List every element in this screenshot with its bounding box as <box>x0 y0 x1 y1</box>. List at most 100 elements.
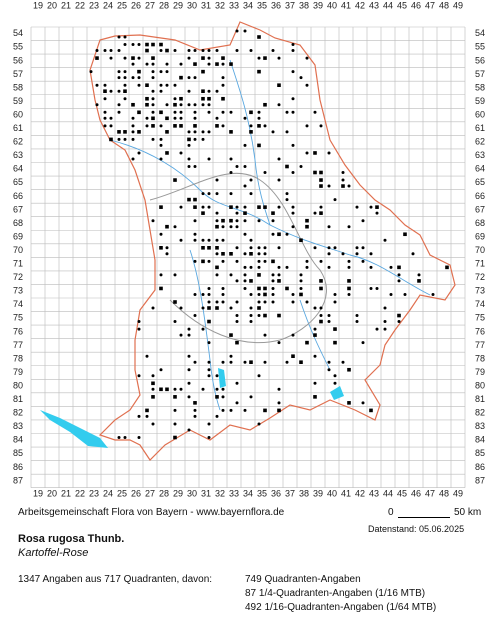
occurrence-square <box>397 265 401 270</box>
row-label: 82 <box>13 408 23 418</box>
occurrence-dot <box>159 232 163 236</box>
occurrence-dot <box>369 265 373 269</box>
row-label: 79 <box>475 367 485 377</box>
occurrence-dot <box>187 143 191 147</box>
occurrence-dot <box>187 49 191 53</box>
row-label: 65 <box>13 177 23 187</box>
occurrence-dot <box>131 137 135 141</box>
column-label: 31 <box>201 488 211 498</box>
occurrence-square <box>109 137 113 142</box>
occurrence-square <box>221 56 225 60</box>
occurrence-dot <box>215 49 219 53</box>
summary: 1347 Angaben aus 717 Quadranten, davon: <box>18 574 213 585</box>
occurrence-dot <box>173 225 177 229</box>
occurrence-dot <box>103 116 107 120</box>
occurrence-dot <box>319 314 323 318</box>
occurrence-square <box>285 286 289 291</box>
occurrence-dot <box>341 171 345 174</box>
occurrence-dot <box>207 286 211 290</box>
occurrence-square <box>215 265 219 270</box>
occurrence-dot <box>207 157 211 161</box>
occurrence-dot <box>151 306 155 310</box>
column-label: 29 <box>173 488 183 498</box>
row-label: 65 <box>475 177 485 187</box>
occurrence-dot <box>257 110 261 114</box>
row-label: 64 <box>13 164 23 174</box>
occurrence-dot <box>215 414 219 418</box>
occurrence-dot <box>123 436 127 439</box>
occurrence-dot <box>187 354 191 358</box>
occurrence-dot <box>179 333 183 337</box>
occurrence-dot <box>215 89 219 93</box>
occurrence-dot <box>173 49 177 53</box>
occurrence-square <box>215 395 219 399</box>
occurrence-dot <box>277 273 281 277</box>
breakdown-item: 749 Quadranten-Angaben <box>245 574 361 585</box>
occurrence-dot <box>109 49 113 53</box>
data-date: Datenstand: 05.06.2025 <box>368 524 465 534</box>
occurrence-square <box>417 279 421 283</box>
occurrence-dot <box>243 205 247 209</box>
occurrence-dot <box>285 360 289 364</box>
occurrence-square <box>319 184 323 188</box>
occurrence-dot <box>243 279 247 283</box>
occurrence-dot <box>229 225 233 229</box>
occurrence-dot <box>117 137 121 141</box>
occurrence-square <box>319 178 323 182</box>
occurrence-square <box>131 56 135 60</box>
occurrence-dot <box>417 273 421 277</box>
occurrence-dot <box>201 137 205 141</box>
occurrence-dot <box>95 49 99 53</box>
column-label: 19 <box>33 0 43 10</box>
row-label: 72 <box>475 272 485 282</box>
occurrence-dot <box>271 49 275 53</box>
occurrence-square <box>263 102 267 107</box>
occurrence-square <box>277 83 281 87</box>
scale-bar <box>398 517 450 518</box>
row-label: 68 <box>475 218 485 228</box>
occurrence-square <box>145 102 149 107</box>
occurrence-dot <box>291 143 295 147</box>
occurrence-dot <box>263 333 267 337</box>
occurrence-dot <box>327 320 331 324</box>
occurrence-dot <box>383 306 387 310</box>
occurrence-dot <box>221 360 225 364</box>
occurrence-dot <box>207 436 211 439</box>
row-label: 59 <box>13 96 23 106</box>
occurrence-dot <box>201 327 205 331</box>
row-label: 56 <box>475 55 485 65</box>
occurrence-square <box>151 42 155 47</box>
occurrence-dot <box>187 157 191 161</box>
occurrence-dot <box>109 116 113 120</box>
occurrence-dot <box>151 70 155 74</box>
occurrence-dot <box>235 381 239 385</box>
occurrence-dot <box>313 110 317 114</box>
occurrence-dot <box>221 124 225 128</box>
occurrence-dot <box>215 238 219 242</box>
column-label: 45 <box>397 0 407 10</box>
occurrence-dot <box>201 130 205 134</box>
occurrence-square <box>95 56 99 60</box>
occurrence-square <box>403 232 407 237</box>
occurrence-dot <box>215 192 219 196</box>
occurrence-dot <box>257 374 261 378</box>
river <box>229 59 271 226</box>
occurrence-dot <box>221 62 225 66</box>
occurrence-dot <box>235 279 239 283</box>
occurrence-dot <box>313 381 317 385</box>
occurrence-dot <box>95 103 99 107</box>
occurrence-dot <box>403 292 407 296</box>
occurrence-dot <box>243 265 247 269</box>
column-label: 44 <box>383 0 393 10</box>
occurrence-square <box>319 279 323 283</box>
occurrence-dot <box>179 387 183 391</box>
occurrence-dot <box>313 246 317 250</box>
row-label: 79 <box>13 367 23 377</box>
column-label: 34 <box>243 0 253 10</box>
occurrence-dot <box>159 273 163 277</box>
occurrence-square <box>229 218 233 223</box>
occurrence-dot <box>193 232 197 236</box>
occurrence-dot <box>165 83 169 87</box>
occurrence-dot <box>159 83 163 87</box>
occurrence-square <box>201 211 205 215</box>
